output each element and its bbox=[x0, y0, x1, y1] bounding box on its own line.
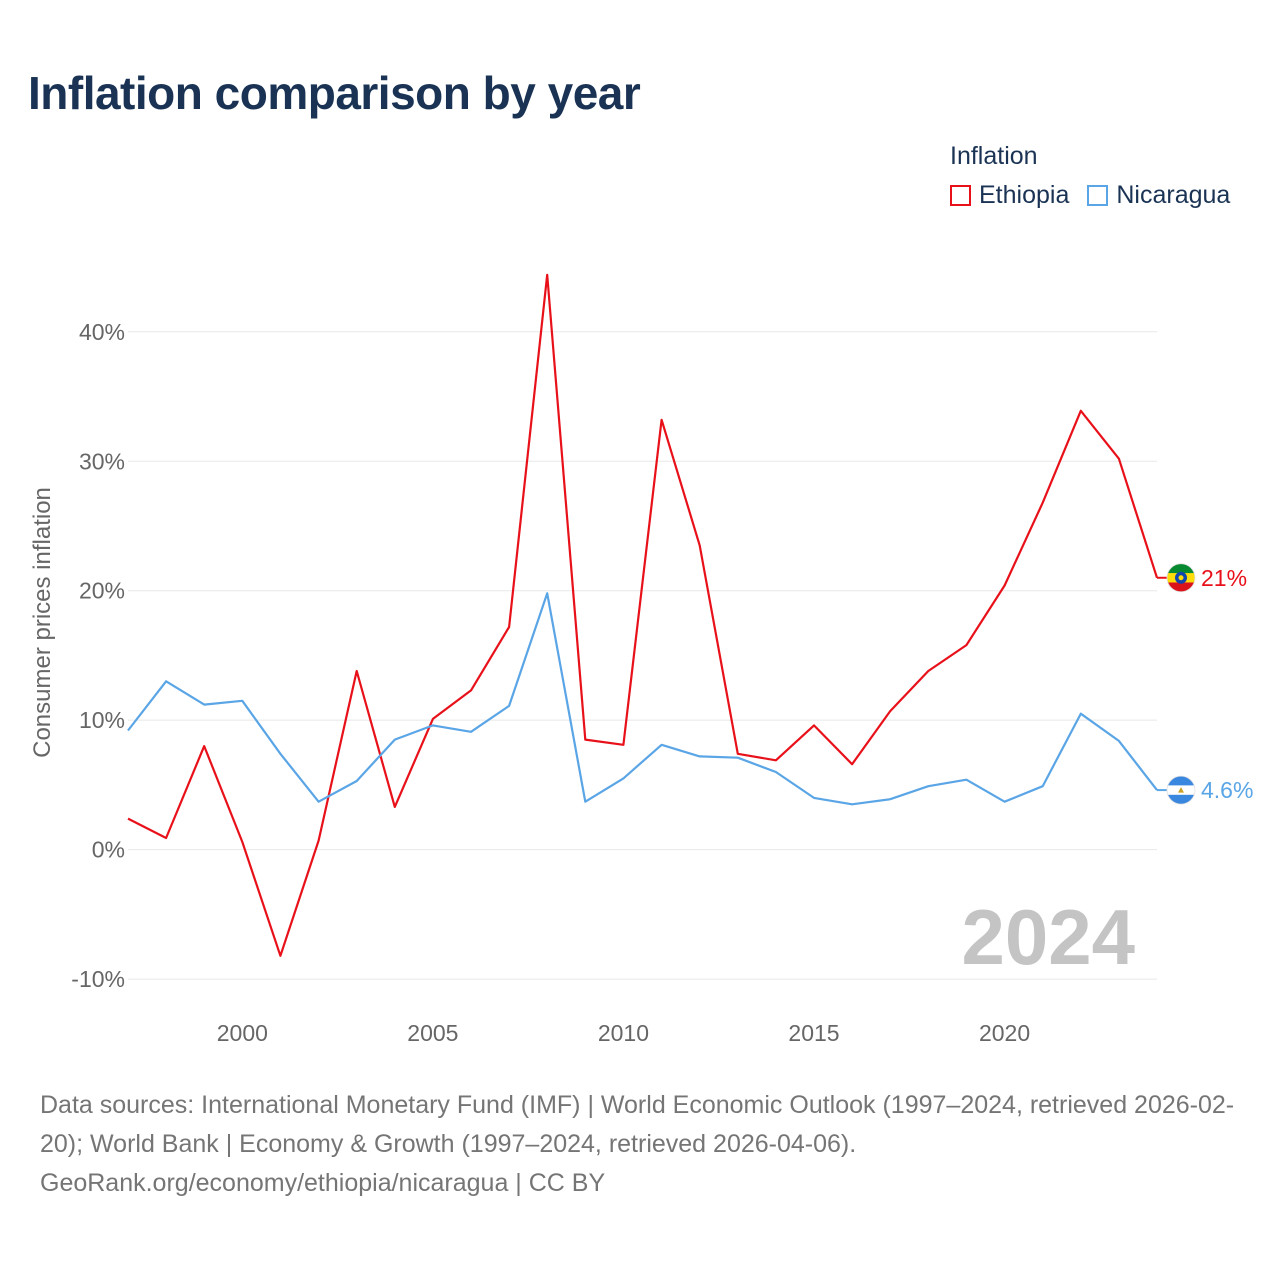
flag-outline-nicaragua bbox=[1166, 775, 1196, 805]
footer: Data sources: International Monetary Fun… bbox=[40, 1086, 1250, 1203]
year-watermark: 2024 bbox=[961, 893, 1135, 981]
x-tick-label: 2015 bbox=[788, 1020, 839, 1046]
flag-outline-ethiopia bbox=[1166, 563, 1196, 593]
x-tick-label: 2000 bbox=[217, 1020, 268, 1046]
flag-stripe-green bbox=[1167, 563, 1195, 574]
end-value-label-ethiopia: 21% bbox=[1201, 565, 1247, 591]
legend-swatch-ethiopia bbox=[950, 185, 971, 206]
flag-stripe-red bbox=[1167, 582, 1195, 592]
y-tick-label: 10% bbox=[79, 707, 125, 733]
x-tick-label: 2010 bbox=[598, 1020, 649, 1046]
chart-title: Inflation comparison by year bbox=[28, 67, 641, 119]
legend-title: Inflation bbox=[950, 142, 1038, 170]
flag-icon-ethiopia bbox=[1166, 563, 1196, 593]
flag-stripe-blue-bottom bbox=[1167, 794, 1195, 805]
x-tick-label: 2020 bbox=[979, 1020, 1030, 1046]
flag-icon-nicaragua bbox=[1166, 775, 1196, 805]
y-tick-label: 0% bbox=[92, 837, 125, 863]
legend-label-ethiopia: Ethiopia bbox=[979, 181, 1070, 209]
series-line-nicaragua bbox=[127, 592, 1158, 806]
legend-item-ethiopia[interactable]: Ethiopia bbox=[950, 181, 1069, 210]
y-tick-label: -10% bbox=[71, 966, 125, 992]
end-value-label-nicaragua: 4.6% bbox=[1201, 777, 1253, 803]
flag-emblem bbox=[1178, 787, 1184, 793]
line-chart: -10% 0% 10% 20% 30% 40% 2000 2005 2010 2015 2020 Co… bbox=[29, 273, 1253, 1046]
credit-text: GeoRank.org/economy/ethiopia/nicaragua |… bbox=[40, 1169, 606, 1197]
y-tick-label: 40% bbox=[79, 319, 125, 345]
legend: Inflation Ethiopia Nicaragua bbox=[950, 142, 1230, 210]
legend-item-nicaragua[interactable]: Nicaragua bbox=[1087, 181, 1230, 210]
data-sources-text: Data sources: International Monetary Fun… bbox=[40, 1091, 1235, 1158]
legend-swatch-nicaragua bbox=[1087, 185, 1109, 206]
legend-label-nicaragua: Nicaragua bbox=[1116, 181, 1231, 209]
y-axis-label: Consumer prices inflation bbox=[29, 487, 56, 758]
x-tick-label: 2005 bbox=[407, 1020, 458, 1046]
y-tick-label: 30% bbox=[79, 448, 125, 474]
y-tick-label: 20% bbox=[79, 578, 125, 604]
flag-body-nicaragua bbox=[1167, 776, 1195, 805]
flag-stripe-blue-top bbox=[1167, 776, 1195, 787]
series-line-ethiopia bbox=[127, 273, 1159, 957]
flag-body-ethiopia bbox=[1167, 563, 1195, 592]
flag-emblem-star bbox=[1178, 575, 1184, 581]
